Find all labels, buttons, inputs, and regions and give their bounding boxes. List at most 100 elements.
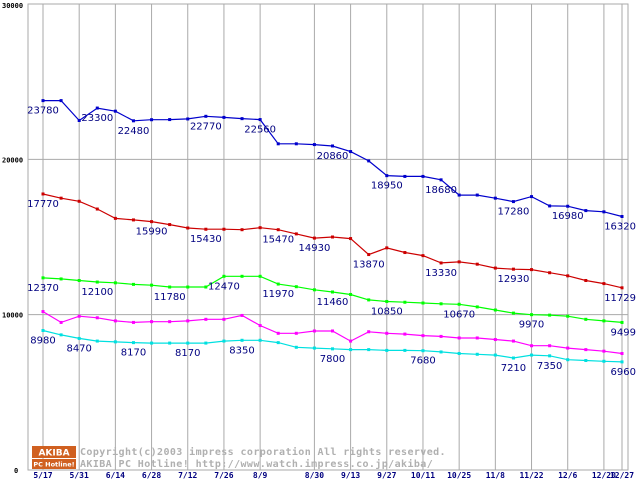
data-label-cyan: 7680 (410, 356, 435, 367)
data-point-blue (421, 174, 425, 178)
data-label-green: 10670 (443, 309, 475, 320)
data-point-magenta (59, 320, 63, 324)
data-point-blue (113, 109, 117, 113)
data-point-blue (131, 119, 135, 123)
data-point-cyan (602, 359, 606, 363)
data-label-blue: 16320 (604, 221, 636, 232)
logo-bottom-text: PC Hotline! (33, 461, 74, 469)
data-point-cyan (222, 339, 226, 343)
data-point-blue (493, 196, 497, 200)
data-point-blue (150, 118, 154, 122)
data-point-green (349, 292, 353, 296)
data-point-red (566, 274, 570, 278)
copyright-line-2: AKIBA PC Hotline! http://www.watch.impre… (80, 458, 433, 470)
x-tick-label: 11/22 (519, 471, 543, 480)
data-point-green (258, 274, 262, 278)
data-label-green: 10850 (371, 306, 403, 317)
data-point-red (113, 216, 117, 220)
data-point-magenta (113, 319, 117, 323)
data-point-blue (168, 118, 172, 122)
data-point-cyan (95, 339, 99, 343)
data-label-green: 12100 (81, 287, 113, 298)
data-point-blue (41, 99, 45, 103)
data-label-green: 11970 (262, 289, 294, 300)
data-label-red: 17770 (27, 199, 59, 210)
data-point-red (584, 278, 588, 282)
data-label-cyan: 7350 (537, 361, 562, 372)
chart-series (41, 99, 624, 364)
data-point-red (530, 268, 534, 272)
data-label-red: 15990 (136, 227, 168, 238)
data-point-red (222, 227, 226, 231)
data-label-red: 15470 (262, 235, 294, 246)
data-point-green (602, 319, 606, 323)
data-point-magenta (566, 346, 570, 350)
data-point-magenta (602, 349, 606, 353)
data-point-red (385, 246, 389, 250)
data-point-magenta (475, 336, 479, 340)
data-point-cyan (439, 350, 443, 354)
data-label-green: 11780 (154, 292, 186, 303)
data-label-blue: 22480 (118, 126, 150, 137)
x-tick-label: 6/28 (142, 471, 161, 480)
data-point-green (548, 313, 552, 317)
data-point-cyan (240, 338, 244, 342)
data-point-green (294, 285, 298, 289)
data-point-magenta (493, 338, 497, 342)
data-point-blue (312, 143, 316, 147)
data-point-blue (511, 200, 515, 204)
data-point-red (403, 251, 407, 255)
data-point-green (367, 298, 371, 302)
data-point-cyan (548, 354, 552, 358)
data-label-red: 13870 (353, 260, 385, 271)
data-point-cyan (186, 341, 190, 345)
data-point-green (421, 301, 425, 305)
data-label-blue: 18950 (371, 181, 403, 192)
data-point-magenta (511, 339, 515, 343)
x-tick-label: 6/14 (106, 471, 125, 480)
data-point-magenta (403, 332, 407, 336)
x-tick-label: 10/11 (411, 471, 435, 480)
x-tick-label: 7/12 (178, 471, 197, 480)
x-tick-label: 11/8 (486, 471, 505, 480)
data-point-blue (349, 150, 353, 154)
data-label-blue: 23780 (27, 106, 59, 117)
data-point-magenta (41, 310, 45, 314)
data-point-red (258, 226, 262, 230)
data-point-red (602, 282, 606, 286)
data-point-green (186, 285, 190, 289)
data-point-blue (258, 118, 262, 122)
data-point-cyan (258, 338, 262, 342)
data-point-cyan (312, 346, 316, 350)
data-point-green (113, 281, 117, 285)
data-point-green (331, 290, 334, 294)
copyright-footer: AKIBA PC Hotline! Copyright(c)2003 impre… (32, 446, 446, 470)
data-label-green: 11460 (317, 297, 349, 308)
data-point-red (548, 271, 552, 275)
x-tick-label: 5/31 (70, 471, 89, 480)
data-label-red: 15430 (190, 234, 222, 245)
data-point-cyan (150, 341, 154, 345)
data-point-red (439, 261, 443, 265)
data-point-magenta (584, 348, 588, 352)
x-tick-label: 7/26 (214, 471, 233, 480)
data-label-blue: 22560 (244, 125, 276, 136)
data-point-magenta (385, 331, 389, 335)
x-axis-ticks: 5/17 5/31 6/14 6/28 7/12 7/26 8/9 8/30 9/13 9/27 1… (33, 471, 634, 480)
data-point-blue (204, 114, 208, 118)
data-point-blue (584, 209, 588, 213)
data-point-red (186, 226, 190, 230)
data-point-red (168, 223, 172, 227)
data-point-red (59, 196, 63, 200)
x-tick-label: 8/30 (305, 471, 324, 480)
data-point-green (584, 317, 588, 321)
data-label-red: 13330 (425, 268, 457, 279)
data-point-cyan (59, 333, 63, 337)
data-point-magenta (186, 319, 190, 323)
data-point-green (493, 308, 497, 312)
x-tick-label: 9/27 (377, 471, 396, 480)
data-point-blue (602, 210, 606, 214)
data-point-magenta (548, 344, 552, 348)
data-point-cyan (77, 336, 81, 340)
